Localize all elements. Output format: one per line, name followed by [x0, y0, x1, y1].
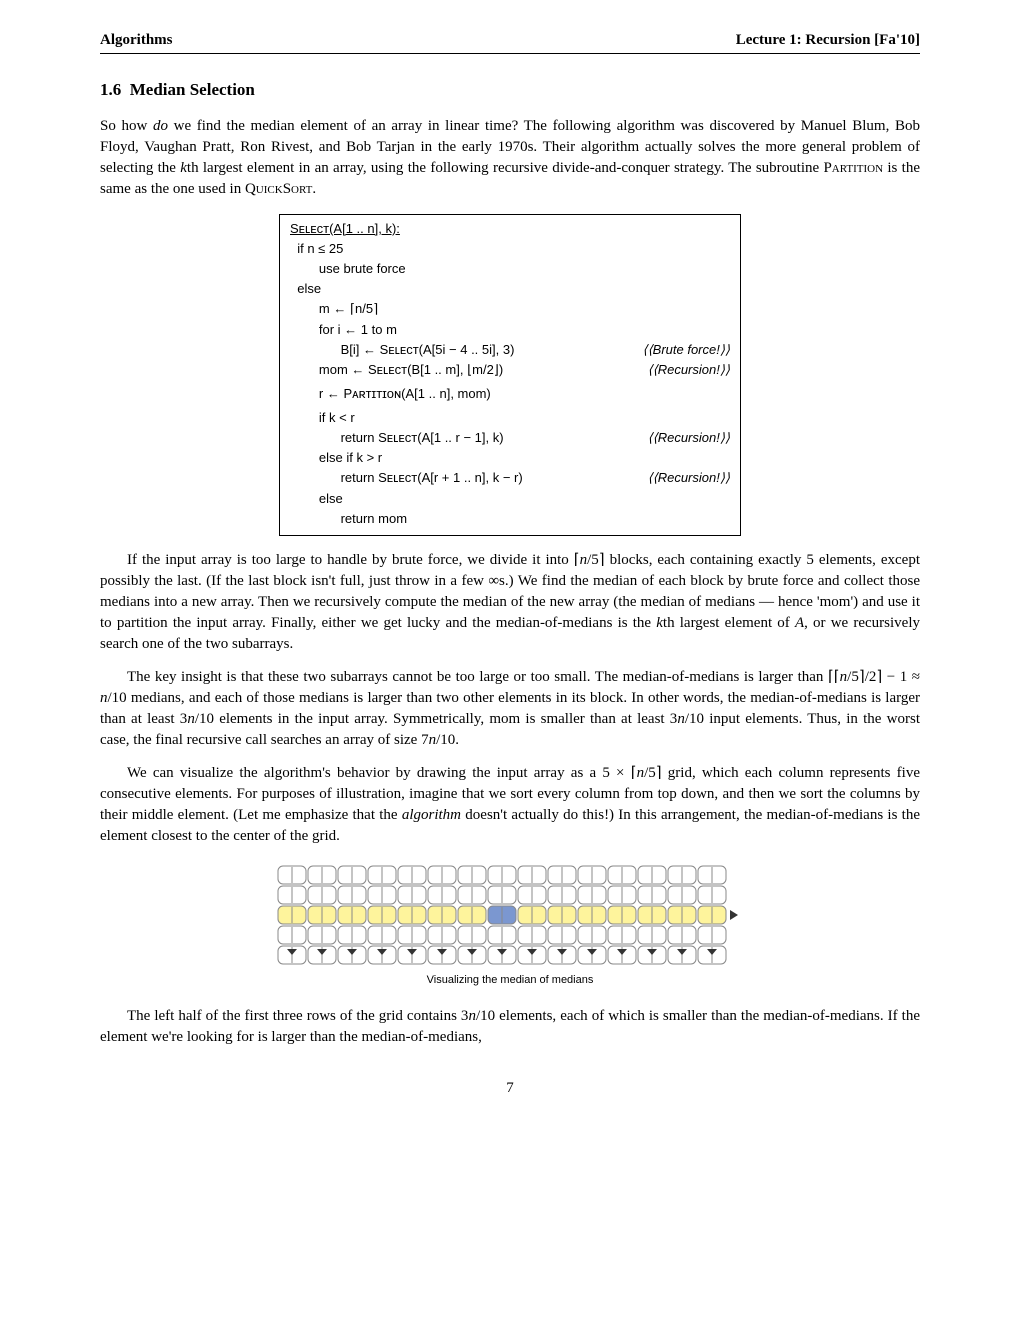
section-heading: 1.6 Median Selection [100, 78, 920, 102]
median-figure: Visualizing the median of medians [100, 865, 920, 988]
median-grid-svg [268, 865, 752, 969]
page-number: 7 [100, 1078, 920, 1099]
paragraph-2: If the input array is too large to handl… [100, 550, 920, 655]
header-right: Lecture 1: Recursion [Fa'10] [736, 30, 920, 51]
algo-signature: Sᴇʟᴇᴄᴛ(A[1 .. n], k): [290, 221, 400, 236]
header-left: Algorithms [100, 30, 173, 51]
paragraph-5: The left half of the first three rows of… [100, 1006, 920, 1048]
paragraph-4: We can visualize the algorithm's behavio… [100, 763, 920, 847]
figure-caption: Visualizing the median of medians [100, 973, 920, 988]
page-header: Algorithms Lecture 1: Recursion [Fa'10] [100, 30, 920, 54]
paragraph-3: The key insight is that these two subarr… [100, 667, 920, 751]
paragraph-1: So how do we find the median element of … [100, 116, 920, 200]
algorithm-box: Sᴇʟᴇᴄᴛ(A[1 .. n], k): if n ≤ 25 use brut… [279, 214, 741, 536]
